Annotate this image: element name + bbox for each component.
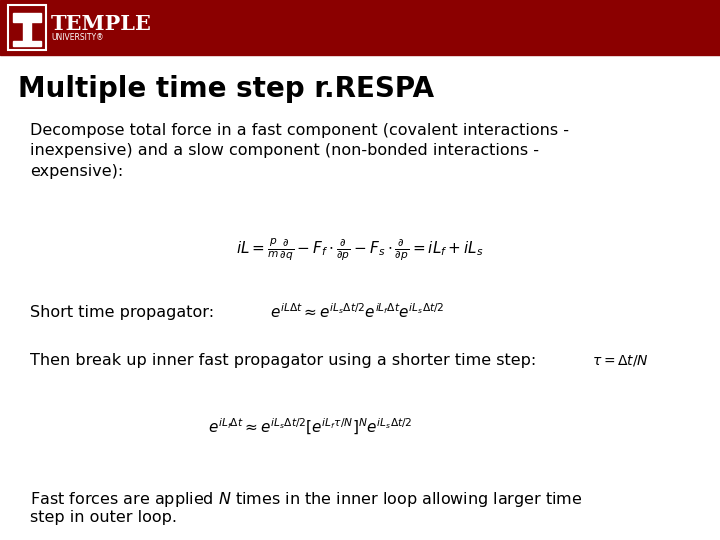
- Text: TEMPLE: TEMPLE: [51, 15, 152, 35]
- Text: Fast forces are applied $N$ times in the inner loop allowing larger time: Fast forces are applied $N$ times in the…: [30, 490, 582, 509]
- Text: Short time propagator:: Short time propagator:: [30, 305, 214, 320]
- Bar: [12, 41, 42, 46]
- Text: Multiple time step r.RESPA: Multiple time step r.RESPA: [18, 75, 434, 103]
- Text: UNIVERSITY®: UNIVERSITY®: [51, 33, 104, 42]
- Text: Decompose total force in a fast component (covalent interactions -
inexpensive) : Decompose total force in a fast componen…: [30, 123, 569, 179]
- Bar: [8, 5, 46, 50]
- Bar: [12, 13, 42, 22]
- Bar: [23, 14, 31, 45]
- Text: $iL = \frac{p}{m}\frac{\partial}{\partial q} - F_f \cdot \frac{\partial}{\partia: $iL = \frac{p}{m}\frac{\partial}{\partia…: [236, 237, 484, 263]
- Text: Then break up inner fast propagator using a shorter time step:: Then break up inner fast propagator usin…: [30, 353, 536, 368]
- Bar: [0, 0, 720, 55]
- Text: $\tau = \Delta t / N$: $\tau = \Delta t / N$: [592, 353, 649, 368]
- Text: step in outer loop.: step in outer loop.: [30, 510, 177, 525]
- Text: $e^{iL_f\Delta t} \approx e^{iL_s\Delta t/2}\left[e^{iL_f \tau/N}\right]^N e^{iL: $e^{iL_f\Delta t} \approx e^{iL_s\Delta …: [208, 417, 413, 437]
- Text: $e^{iL\Delta t} \approx e^{iL_s\Delta t/2}e^{iL_f\Delta t} e^{iL_s\Delta t/2}$: $e^{iL\Delta t} \approx e^{iL_s\Delta t/…: [270, 302, 444, 321]
